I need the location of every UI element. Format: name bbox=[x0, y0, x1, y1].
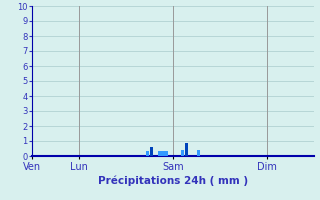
Bar bbox=[181, 150, 184, 156]
Bar bbox=[165, 151, 169, 156]
Bar bbox=[146, 151, 149, 156]
X-axis label: Précipitations 24h ( mm ): Précipitations 24h ( mm ) bbox=[98, 176, 248, 186]
Bar bbox=[162, 151, 164, 156]
Bar bbox=[150, 147, 153, 156]
Bar bbox=[197, 150, 200, 156]
Bar bbox=[157, 151, 161, 156]
Bar bbox=[185, 143, 188, 156]
